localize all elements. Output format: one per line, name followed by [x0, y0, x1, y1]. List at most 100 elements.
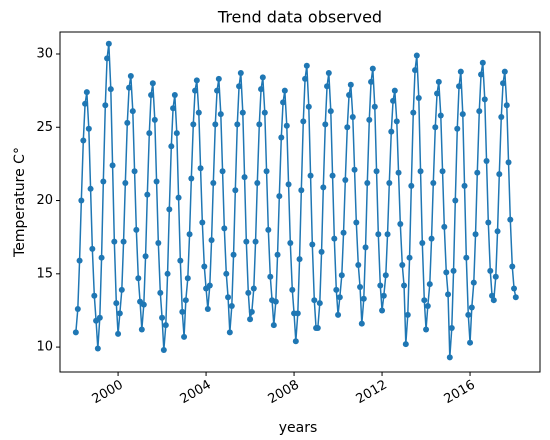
data-point	[476, 108, 483, 115]
data-point	[175, 194, 182, 201]
data-point	[190, 121, 197, 128]
data-point	[168, 143, 175, 150]
data-point	[217, 111, 224, 118]
data-point	[351, 166, 358, 173]
data-point	[199, 219, 206, 226]
data-point	[89, 245, 96, 252]
data-point	[91, 292, 98, 299]
y-tick-label: 30	[36, 46, 53, 61]
data-point	[118, 286, 125, 293]
x-tick-label: 2004	[178, 378, 214, 408]
data-point	[368, 78, 375, 85]
data-point	[201, 263, 208, 270]
data-point	[144, 191, 151, 198]
data-point	[129, 108, 136, 115]
y-tick-label: 20	[36, 193, 53, 208]
data-point	[446, 354, 453, 361]
chart-title: Trend data observed	[217, 8, 382, 27]
data-point	[386, 179, 393, 186]
data-point	[219, 168, 226, 175]
data-point	[104, 55, 111, 62]
data-point	[221, 225, 228, 232]
data-point	[193, 77, 200, 84]
data-point	[265, 226, 272, 233]
data-point	[397, 220, 404, 227]
data-point	[327, 108, 334, 115]
data-point	[153, 178, 160, 185]
data-point	[105, 40, 112, 47]
data-point	[186, 231, 193, 238]
y-tick-label: 15	[36, 266, 53, 281]
data-point	[349, 114, 356, 120]
data-point	[124, 119, 131, 126]
data-point	[116, 310, 123, 317]
data-point	[454, 125, 461, 132]
data-point	[479, 59, 486, 66]
data-point	[347, 81, 354, 88]
data-point	[318, 248, 325, 255]
data-point	[236, 83, 243, 90]
data-point	[465, 311, 472, 318]
data-point	[333, 286, 340, 293]
data-point	[358, 320, 365, 327]
data-point	[278, 134, 285, 141]
data-point	[294, 310, 301, 317]
data-point	[309, 241, 316, 248]
data-point	[324, 83, 331, 90]
data-point	[511, 285, 518, 292]
data-point	[362, 244, 369, 251]
data-point	[237, 70, 244, 77]
data-point	[450, 267, 457, 274]
data-point	[127, 72, 134, 79]
data-point	[468, 304, 475, 311]
data-point	[138, 326, 145, 333]
data-point	[498, 114, 505, 120]
data-point	[302, 75, 309, 82]
data-point	[159, 314, 166, 321]
data-point	[252, 238, 259, 245]
data-point	[369, 65, 376, 72]
data-point	[241, 174, 248, 181]
data-point	[188, 175, 195, 182]
data-point	[314, 325, 321, 332]
data-point	[421, 297, 428, 304]
data-point	[512, 294, 519, 301]
data-point	[171, 92, 178, 99]
data-point	[412, 67, 419, 74]
data-point	[107, 86, 114, 93]
data-point	[391, 87, 398, 94]
data-point	[496, 171, 503, 178]
data-point	[151, 116, 158, 123]
data-point	[274, 251, 281, 258]
data-point	[113, 300, 120, 307]
data-point	[357, 284, 364, 290]
data-point	[380, 292, 387, 299]
data-point	[76, 257, 83, 264]
data-point	[461, 182, 468, 189]
data-point	[346, 92, 353, 99]
data-point	[281, 87, 288, 94]
data-point	[492, 273, 499, 280]
data-point	[393, 118, 400, 125]
data-point	[415, 94, 422, 101]
data-point	[283, 122, 290, 129]
x-tick-label: 2000	[90, 378, 126, 408]
data-point	[305, 103, 312, 110]
data-point	[481, 96, 488, 103]
data-point	[373, 168, 380, 175]
data-point	[267, 273, 274, 280]
data-point	[142, 253, 149, 260]
data-point	[83, 89, 90, 96]
data-point	[434, 90, 441, 97]
data-point	[248, 308, 255, 315]
data-point	[204, 305, 211, 312]
data-point	[182, 297, 189, 304]
data-point	[179, 308, 186, 315]
data-point	[289, 286, 296, 293]
data-point	[230, 251, 237, 258]
data-point	[160, 347, 167, 354]
series-line	[75, 43, 517, 358]
data-point	[195, 109, 202, 116]
data-point	[474, 169, 481, 176]
